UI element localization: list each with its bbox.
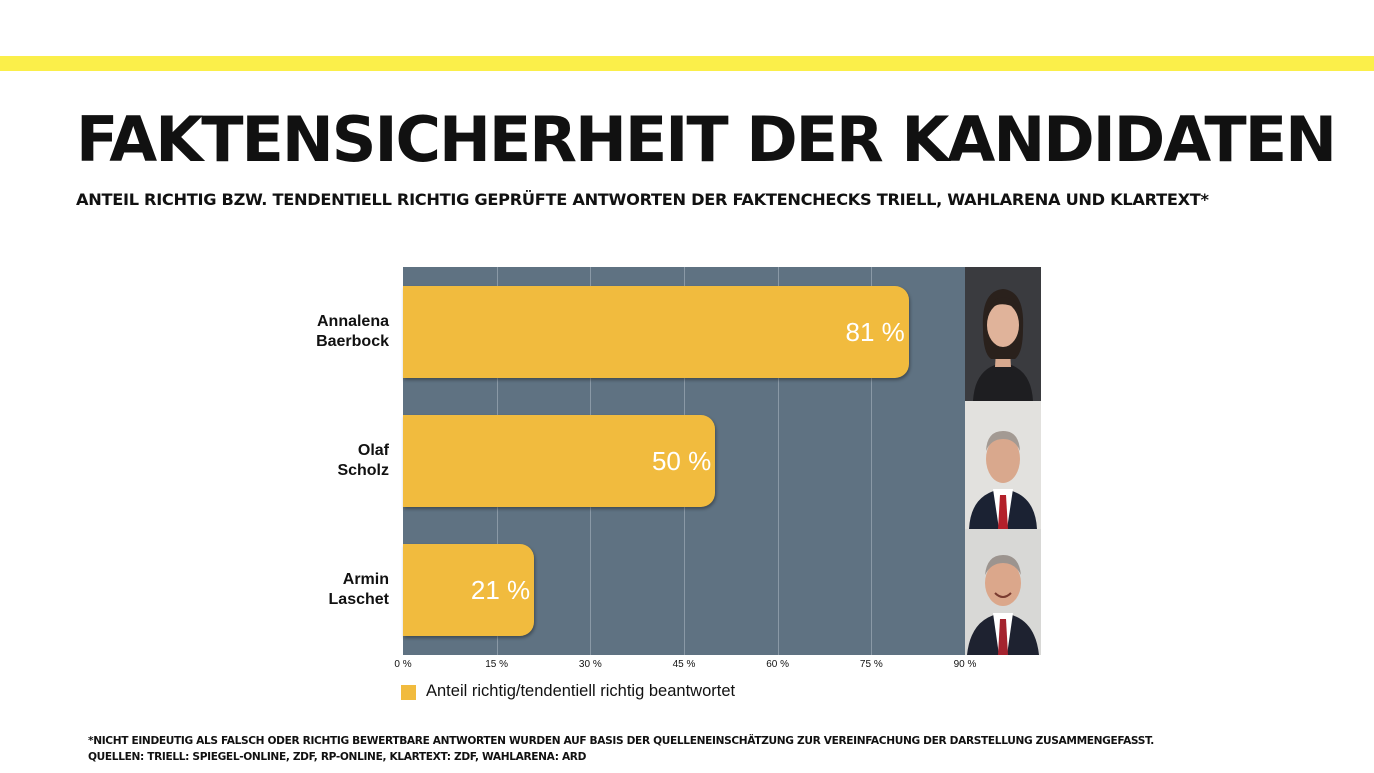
page-title: FAKTENSICHERHEIT DER KANDIDATEN xyxy=(76,103,1337,176)
plot-area: 81 % 50 % 21 % xyxy=(403,267,965,655)
x-tick-label: 90 % xyxy=(953,659,977,670)
bar-value-label: 50 % xyxy=(651,446,712,476)
x-tick-label: 45 % xyxy=(672,659,696,670)
candidate-photo-laschet xyxy=(965,529,1041,655)
page-subtitle: ANTEIL RICHTIG BZW. TENDENTIELL RICHTIG … xyxy=(76,190,1209,209)
legend-swatch xyxy=(401,685,416,700)
x-tick-label: 15 % xyxy=(485,659,509,670)
category-label: Olaf Scholz xyxy=(209,441,389,481)
bar xyxy=(403,285,909,378)
bar xyxy=(403,415,716,507)
footnote-note: *NICHT EINDEUTIG ALS FALSCH ODER RICHTIG… xyxy=(88,735,1154,747)
gridline xyxy=(871,267,873,655)
x-tick-label: 75 % xyxy=(859,659,883,670)
x-tick-label: 60 % xyxy=(766,659,790,670)
bar xyxy=(403,544,535,637)
x-tick-label: 0 % xyxy=(394,659,412,670)
footnote-sources: QUELLEN: TRIELL: SPIEGEL-ONLINE, ZDF, RP… xyxy=(88,751,587,763)
category-label-line: Annalena xyxy=(316,312,389,330)
candidate-photo-scholz xyxy=(965,401,1041,529)
gridline xyxy=(777,267,779,655)
bar-value-label: 21 % xyxy=(470,575,531,606)
category-label-line: Baerbock xyxy=(316,332,389,350)
accent-top-bar xyxy=(0,56,1374,71)
category-label: Armin Laschet xyxy=(209,570,389,610)
x-tick-label: 30 % xyxy=(578,659,602,670)
candidate-photo-baerbock xyxy=(965,267,1041,401)
category-label-line: Scholz xyxy=(337,462,389,479)
category-label-line: Laschet xyxy=(328,591,389,609)
bar-value-label: 81 % xyxy=(845,316,905,347)
category-label: Annalena Baerbock xyxy=(209,312,389,352)
category-label-line: Olaf xyxy=(357,442,389,459)
category-label-line: Armin xyxy=(342,571,389,589)
legend-label: Anteil richtig/tendentiell richtig beant… xyxy=(426,682,736,700)
